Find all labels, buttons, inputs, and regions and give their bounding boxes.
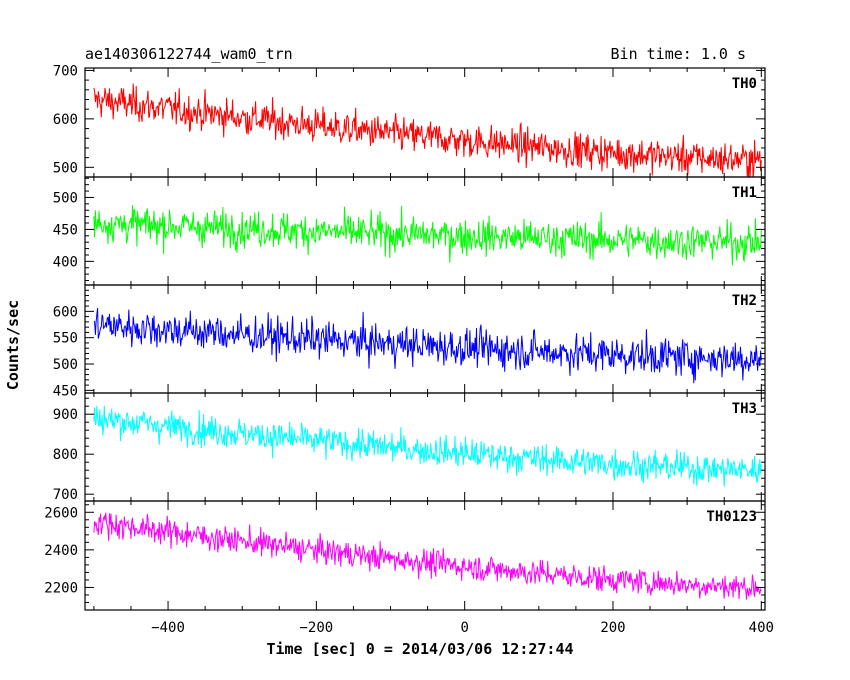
- y-tick-label: 450: [53, 222, 78, 238]
- x-tick-label: −400: [151, 620, 185, 636]
- series-label-th2: TH2: [732, 293, 757, 309]
- series-line-th0: [93, 83, 762, 177]
- panel-th1: 400 450 500 TH1: [53, 176, 766, 286]
- y-tick-label: 700: [53, 63, 78, 79]
- y-tick-label: 550: [53, 331, 78, 347]
- series-label-th0: TH0: [732, 76, 757, 92]
- y-tick-label: 600: [53, 112, 78, 128]
- panels: 500 600 700 TH0 400 450 500 TH1 450 500 550 600 TH2 7…: [44, 63, 774, 636]
- series-label-th1: TH1: [732, 185, 757, 201]
- y-tick-label: 900: [53, 407, 78, 423]
- x-tick-label: 200: [600, 620, 625, 636]
- chart-title: ae140306122744_wam0_trn: [85, 45, 293, 63]
- series-line-th0123: [93, 512, 762, 600]
- y-tick-label: 400: [53, 254, 78, 270]
- y-tick-label: 500: [53, 190, 78, 206]
- panel-frame: [84, 176, 766, 286]
- y-tick-label: 2600: [44, 505, 78, 521]
- y-tick-label: 500: [53, 160, 78, 176]
- panel-th0: 500 600 700 TH0: [53, 63, 766, 178]
- x-tick-label: 400: [749, 620, 774, 636]
- y-tick-label: 800: [53, 447, 78, 463]
- x-axis-label: Time [sec] 0 = 2014/03/06 12:27:44: [266, 640, 573, 658]
- panel-frame: [84, 67, 766, 178]
- y-tick-label: 2200: [44, 580, 78, 596]
- bin-time-label: Bin time: 1.0 s: [611, 45, 746, 63]
- panel-th2: 450 500 550 600 TH2: [53, 284, 766, 399]
- panel-frame: [84, 500, 766, 611]
- series-line-th3: [93, 405, 762, 487]
- panel-th0123: 2200 2400 2600 TH0123: [44, 500, 766, 611]
- series-line-th2: [93, 307, 762, 384]
- panel-th3: 700 800 900 TH3: [53, 392, 766, 503]
- series-line-th1: [93, 205, 762, 266]
- y-axis-label: Counts/sec: [4, 300, 22, 390]
- x-tick-label: 0: [460, 620, 468, 636]
- y-tick-label: 450: [53, 383, 78, 399]
- y-tick-label: 500: [53, 357, 78, 373]
- y-tick-label: 2400: [44, 543, 78, 559]
- series-label-th0123: TH0123: [706, 509, 757, 525]
- y-tick-label: 700: [53, 487, 78, 503]
- y-tick-label: 600: [53, 304, 78, 320]
- series-label-th3: TH3: [732, 401, 757, 417]
- x-tick-label: −200: [300, 620, 334, 636]
